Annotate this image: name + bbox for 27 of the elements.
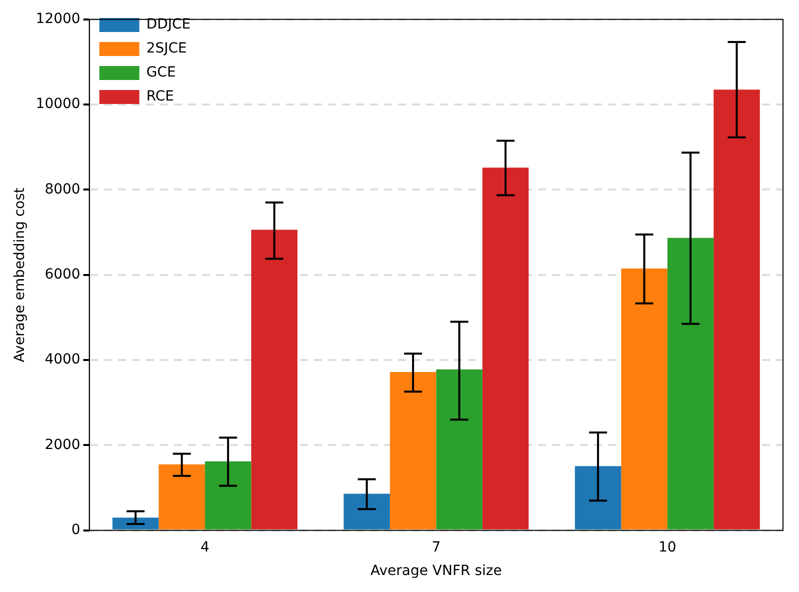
y-axis-title: Average embedding cost bbox=[12, 187, 28, 362]
x-axis-title: Average VNFR size bbox=[370, 563, 502, 580]
bar bbox=[667, 238, 714, 530]
bar bbox=[390, 372, 436, 530]
legend-label: 2SJCE bbox=[146, 40, 187, 57]
y-tick-label: 0 bbox=[71, 522, 80, 538]
x-tick-label: 10 bbox=[658, 539, 676, 556]
legend-label: RCE bbox=[146, 88, 174, 105]
y-tick-label: 12000 bbox=[36, 11, 80, 28]
bar bbox=[204, 461, 252, 530]
bar bbox=[112, 518, 159, 530]
y-tick-label: 10000 bbox=[36, 96, 80, 112]
y-tick-label: 8000 bbox=[44, 181, 80, 198]
bar bbox=[158, 464, 205, 530]
x-tick-label: 4 bbox=[200, 539, 210, 556]
bar bbox=[574, 466, 622, 530]
bar bbox=[714, 90, 760, 530]
legend-label: GCE bbox=[146, 64, 176, 81]
bar bbox=[436, 369, 482, 530]
bar bbox=[482, 168, 529, 530]
bar bbox=[344, 494, 390, 530]
y-tick-label: 4000 bbox=[44, 352, 80, 368]
bar bbox=[621, 268, 668, 530]
y-tick-label: 2000 bbox=[44, 436, 80, 453]
y-tick-label: 6000 bbox=[44, 266, 80, 283]
x-tick-label: 7 bbox=[432, 539, 441, 556]
bar bbox=[251, 230, 298, 530]
